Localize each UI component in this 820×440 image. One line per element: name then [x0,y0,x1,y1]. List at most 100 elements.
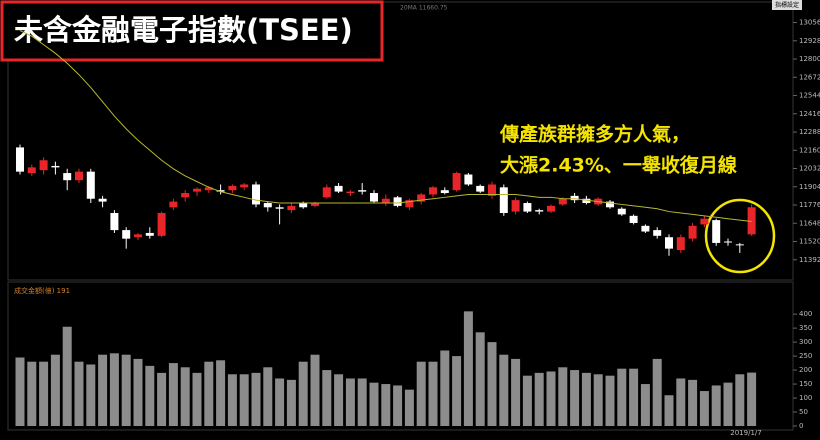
volume-bar [381,384,391,426]
candle-body [417,194,426,202]
volume-bar [334,374,344,426]
volume-bar [168,363,178,426]
volume-bar [404,389,414,426]
candle-body [547,205,555,212]
volume-bar [133,358,143,426]
candle-body [216,190,225,192]
y-tick-label: 12160 [799,146,820,154]
volume-bar [664,395,674,426]
candle-body [676,237,685,251]
y-tick-label: 50 [799,408,808,416]
candle-body [358,190,367,192]
volume-bar [357,378,367,426]
candle-body [570,195,579,201]
candle-body [16,147,24,172]
volume-bar [522,375,532,426]
candle-body [299,203,308,208]
volume-bar [62,326,72,426]
volume-bar [98,354,108,426]
volume-bar [109,353,119,426]
volume-bar [452,356,462,426]
y-tick-label: 300 [799,338,812,346]
volume-bar [593,374,603,426]
volume-bar [487,342,497,426]
volume-bar [286,379,296,426]
candle-body [499,187,508,213]
candle-body [712,220,721,243]
chart-title: 未含金融電子指數(TSEE) [14,13,353,47]
volume-bar [581,372,591,426]
date-label: 2019/1/7 [730,429,761,437]
candle-body [39,160,48,171]
y-tick-label: 12288 [799,128,820,136]
y-tick-label: 400 [799,310,812,318]
y-tick-label: 0 [799,422,803,430]
y-tick-label: 11648 [799,219,820,227]
volume-bar [534,372,544,426]
settings-button-label[interactable]: 指標設定 [775,1,799,9]
candle-body [346,191,355,194]
y-tick-label: 12032 [799,165,820,173]
volume-bar [393,385,403,426]
volume-bar [192,372,202,426]
candle-body [606,201,614,208]
volume-bar [145,365,155,426]
volume-bar [711,385,721,426]
volume-bar [180,367,190,426]
candle-body [334,185,343,192]
volume-bar [50,354,60,426]
candle-body [110,212,119,231]
annotation: 傳產族群擁多方人氣， [499,123,690,146]
volume-bar [345,378,355,426]
candle-body [641,225,650,232]
volume-bar [546,371,556,426]
candle-body [452,173,461,191]
volume-bar [263,367,273,426]
candle-body [476,185,485,192]
candle-body [322,187,331,198]
candle-body [157,212,166,236]
candle-body [405,200,414,208]
volume-bar [204,361,214,426]
candle-body [440,190,449,194]
candle-body [523,203,532,212]
candle-body [51,165,60,168]
volume-bar [499,354,509,426]
candle-body [122,230,131,239]
volume-bar [699,391,709,426]
y-tick-label: 12416 [799,110,820,118]
volume-bar [86,364,96,426]
y-tick-label: 12928 [799,37,820,45]
volume-bar [463,311,473,426]
candle-body [747,207,756,235]
candle-body [688,225,697,239]
price-panel [7,1,794,281]
y-tick-label: 12800 [799,55,820,63]
highlight-circle [704,198,776,274]
y-tick-label: 11392 [799,256,820,264]
candle-body [263,203,272,208]
candle-body [582,198,591,204]
volume-bar [511,358,521,426]
candle-body [86,171,95,199]
candle-body [193,188,201,192]
volume-bar [558,367,568,426]
y-tick-label: 11520 [799,238,820,246]
candle-body [204,187,213,191]
candle-body [558,198,567,205]
title-box [0,0,384,62]
candle-body [735,244,744,246]
candle-body [381,198,390,204]
volume-bar [310,354,320,426]
candle-body [240,184,249,188]
candle-body [488,184,496,196]
volume-bar [369,382,379,426]
volume-bar [227,374,237,426]
volume-bar [688,379,698,426]
y-tick-label: 11776 [799,201,820,209]
volume-bar [27,361,37,426]
settings-button[interactable] [772,0,802,10]
y-tick-label: 11904 [799,183,820,191]
volume-label: 成交金額(億) 191 [14,286,70,295]
